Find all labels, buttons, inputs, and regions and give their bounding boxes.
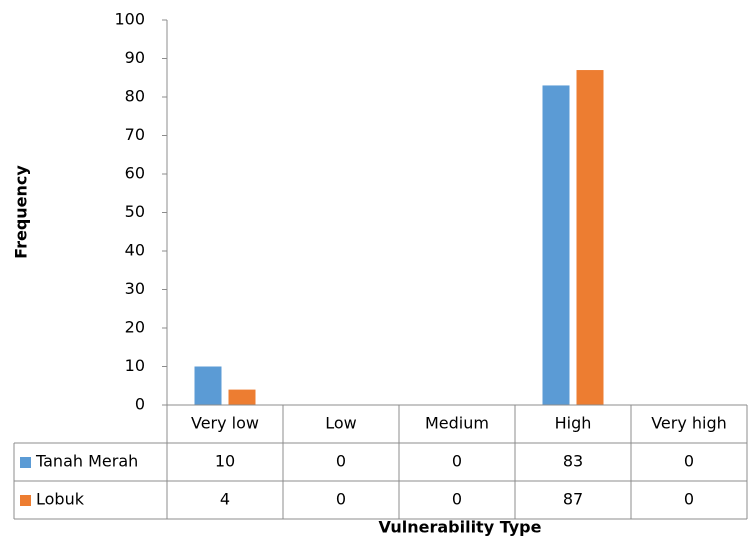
table-value: 0 (336, 452, 346, 471)
y-tick-label: 70 (125, 125, 145, 144)
y-tick-label: 50 (125, 202, 145, 221)
table-value: 4 (220, 490, 230, 509)
y-axis-title: Frequency (12, 165, 31, 259)
x-tick-label: Low (325, 414, 357, 433)
legend-label: Tanah Merah (35, 452, 138, 471)
table-value: 83 (563, 452, 583, 471)
x-tick-label: Very low (191, 414, 259, 433)
y-tick-label: 30 (125, 279, 145, 298)
y-tick-label: 40 (125, 241, 145, 260)
table-value: 0 (452, 452, 462, 471)
y-tick-label: 80 (125, 87, 145, 106)
legend-key (20, 457, 31, 468)
x-axis-title: Vulnerability Type (379, 518, 542, 537)
bar (228, 389, 256, 405)
y-tick-label: 60 (125, 164, 145, 183)
y-tick-label: 100 (114, 10, 145, 29)
x-tick-label: Very high (651, 414, 727, 433)
x-tick-label: Medium (425, 414, 489, 433)
table-value: 0 (336, 490, 346, 509)
bar (576, 70, 604, 406)
y-tick-label: 10 (125, 356, 145, 375)
table-value: 0 (452, 490, 462, 509)
x-tick-label: High (555, 414, 592, 433)
legend-key (20, 495, 31, 506)
table-value: 87 (563, 490, 583, 509)
bar (542, 85, 570, 405)
legend-label: Lobuk (36, 490, 85, 509)
y-tick-label: 0 (135, 395, 145, 414)
bar (194, 366, 222, 405)
table-value: 0 (684, 490, 694, 509)
table-value: 0 (684, 452, 694, 471)
table-value: 10 (215, 452, 235, 471)
y-tick-label: 90 (125, 48, 145, 67)
y-tick-label: 20 (125, 318, 145, 337)
